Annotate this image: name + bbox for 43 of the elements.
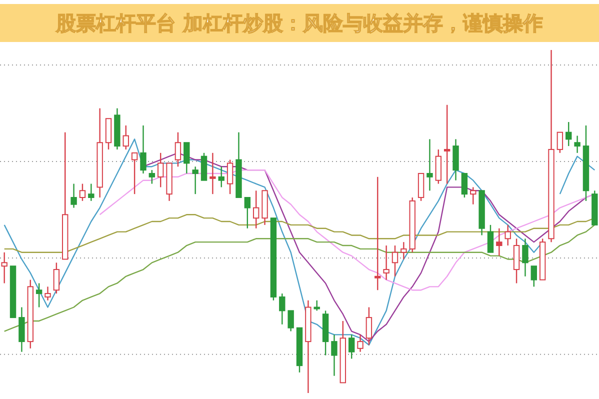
candlestick — [148, 169, 156, 184]
candlestick — [566, 121, 572, 147]
candlestick — [79, 183, 86, 202]
candlestick — [504, 224, 511, 246]
candlestick — [252, 190, 260, 229]
candlestick — [383, 244, 390, 280]
candlestick — [53, 262, 60, 294]
candlestick — [210, 152, 216, 195]
candlestick — [184, 142, 190, 174]
candlestick — [366, 306, 372, 346]
candlestick — [1, 252, 8, 284]
candlestick — [140, 124, 146, 174]
candlestick — [461, 172, 468, 198]
candlestick — [574, 135, 580, 154]
candlestick — [70, 183, 77, 208]
candlestick — [88, 183, 94, 202]
candlestick — [218, 166, 224, 188]
candlestick — [192, 166, 198, 195]
candlestick — [522, 238, 528, 277]
candlestick — [157, 152, 164, 188]
candlestick — [131, 152, 138, 195]
candlestick — [357, 334, 364, 352]
candlestick — [496, 228, 502, 256]
candlestick — [374, 176, 381, 291]
candlestick — [122, 124, 129, 150]
candlestick — [288, 310, 294, 332]
candlestick — [400, 241, 407, 260]
candlestick — [426, 138, 433, 192]
candlestick — [470, 186, 476, 205]
candlestick — [174, 132, 182, 168]
candlestick — [556, 132, 564, 154]
candlestick — [244, 196, 251, 229]
candlestick — [331, 334, 338, 376]
candlestick — [392, 244, 398, 277]
candlestick — [36, 282, 42, 308]
candlestick — [226, 159, 234, 195]
candlestick — [279, 292, 286, 325]
candlestick — [348, 334, 355, 360]
candlestick — [487, 224, 494, 253]
candlestick — [444, 104, 450, 184]
candlestick — [314, 300, 320, 312]
candlestick — [44, 286, 51, 301]
candlestick — [530, 265, 537, 288]
